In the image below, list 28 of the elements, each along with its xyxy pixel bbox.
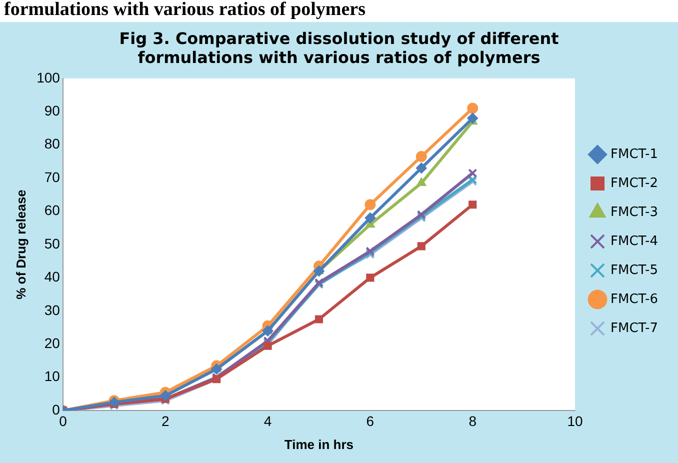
y-tick-label: 70 [44, 168, 60, 185]
y-tick-label: 80 [44, 136, 60, 152]
legend-label: FMCT-6 [610, 292, 658, 307]
y-tick-label: 30 [44, 302, 60, 318]
legend-label: FMCT-2 [610, 176, 658, 191]
x-tick-label: 10 [567, 412, 584, 429]
x-tick-label: 6 [366, 412, 374, 429]
y-tick-label: 0 [52, 401, 60, 418]
y-tick-label: 60 [44, 202, 60, 218]
x-axis-title: Time in hrs [284, 436, 354, 452]
y-tick-label: 10 [44, 368, 60, 384]
y-axis-title: % of Drug release [13, 190, 28, 300]
x-tick-label: 8 [468, 412, 477, 429]
y-tick-label: 90 [44, 102, 60, 118]
y-tick-label: 50 [44, 235, 60, 252]
legend-label: FMCT-3 [610, 204, 658, 220]
text: formulations with various ratios of polymers [3, 0, 367, 22]
legend-label: FMCT-7 [610, 320, 658, 336]
x-tick-label: 4 [264, 412, 272, 429]
text: formulations with various ratios of polymers [138, 48, 540, 67]
legend-label: FMCT-5 [610, 262, 658, 278]
text: Fig 3. Comparative dissolution study of different [119, 28, 559, 48]
y-tick-label: 20 [44, 335, 60, 352]
x-tick-label: 2 [161, 412, 170, 429]
y-tick-label: 100 [36, 69, 60, 86]
legend-label: FMCT-1 [610, 146, 658, 162]
y-tick-label: 40 [44, 268, 60, 285]
legend-label: FMCT-4 [610, 234, 658, 249]
